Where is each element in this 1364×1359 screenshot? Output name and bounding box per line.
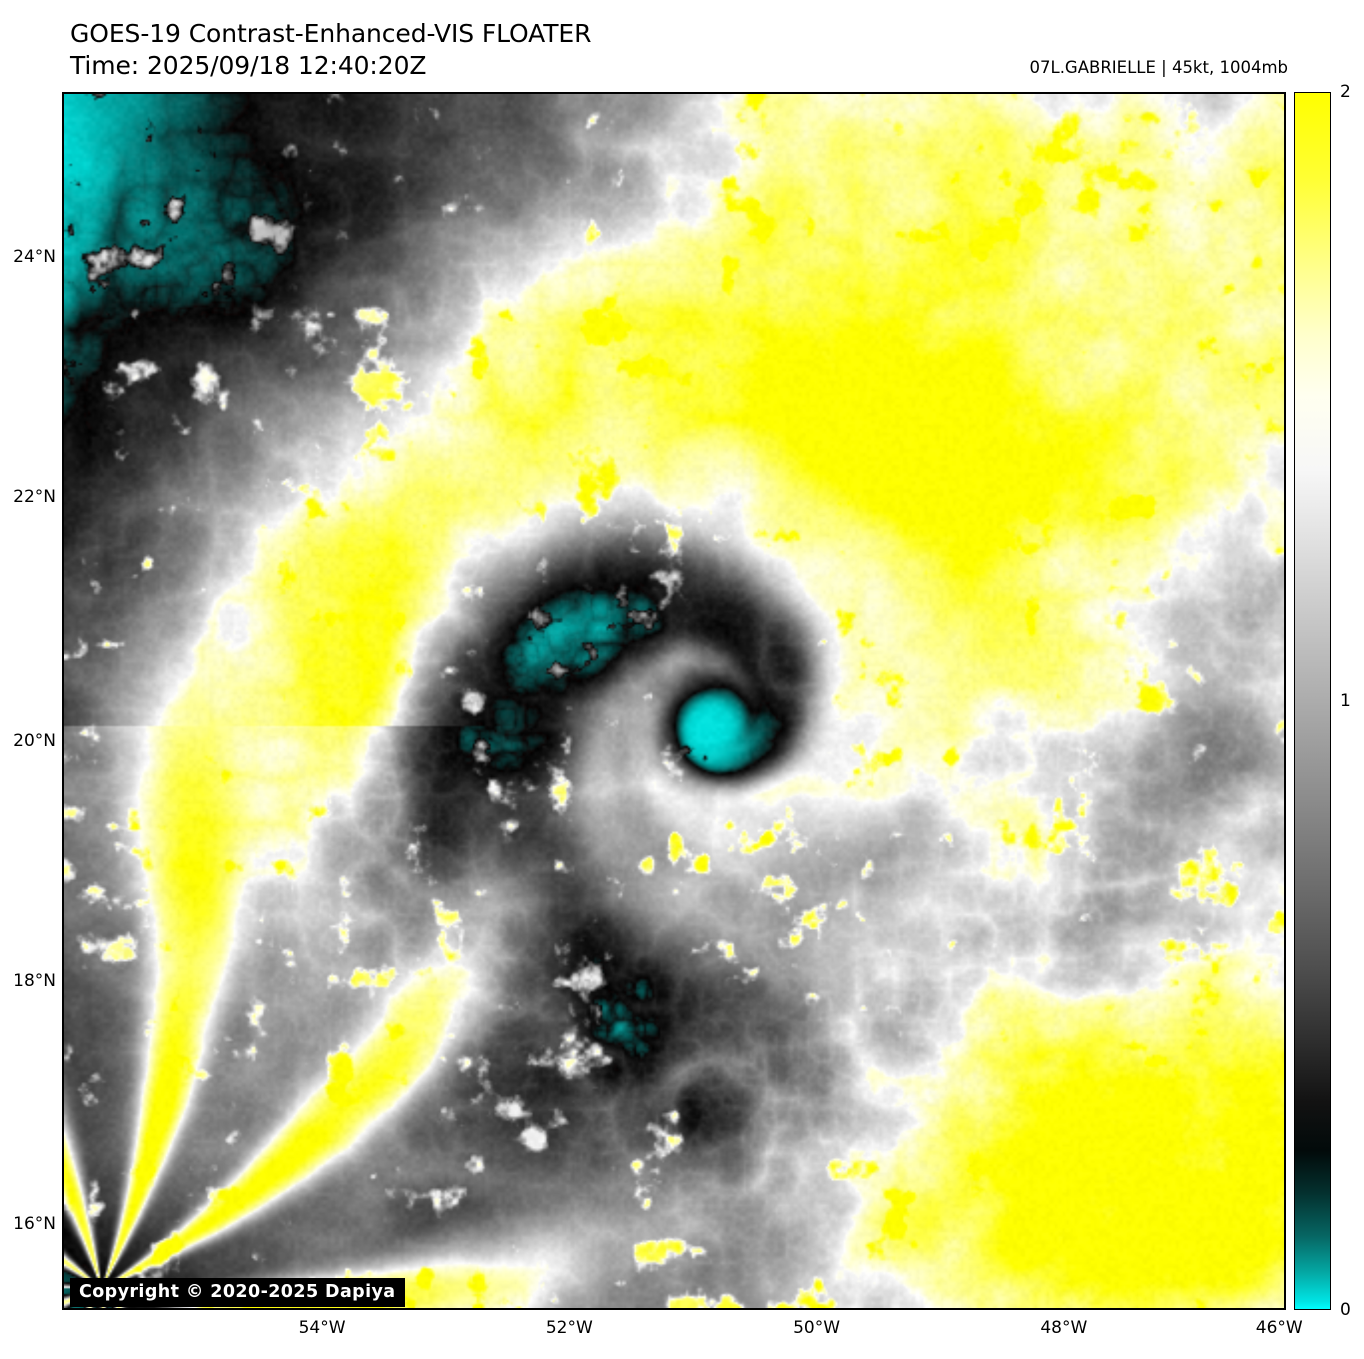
satellite-imagery-canvas bbox=[64, 94, 1284, 1308]
colorbar-tick-label: 2 bbox=[1340, 82, 1351, 102]
lon-tick-label: 50°W bbox=[793, 1318, 841, 1338]
lon-tick-label: 46°W bbox=[1255, 1318, 1303, 1338]
copyright-watermark: Copyright © 2020-2025 Dapiya bbox=[70, 1278, 405, 1307]
lat-tick-label: 20°N bbox=[13, 731, 56, 752]
lat-tick-label: 16°N bbox=[13, 1213, 56, 1234]
colorbar-tick-label: 1 bbox=[1340, 691, 1351, 711]
lon-tick-label: 54°W bbox=[298, 1318, 346, 1338]
timestamp-label: Time: 2025/09/18 12:40:20Z bbox=[70, 51, 427, 80]
colorbar-gradient bbox=[1295, 93, 1330, 1309]
storm-info-label: 07L.GABRIELLE | 45kt, 1004mb bbox=[1029, 58, 1289, 77]
colorbar[interactable] bbox=[1294, 92, 1331, 1310]
lat-tick-label: 22°N bbox=[13, 486, 56, 507]
page-title: GOES-19 Contrast-Enhanced-VIS FLOATER bbox=[70, 19, 592, 48]
colorbar-tick-label: 0 bbox=[1340, 1300, 1351, 1320]
satellite-image-plot[interactable] bbox=[62, 92, 1286, 1310]
lat-tick-label: 18°N bbox=[13, 971, 56, 992]
lat-tick-label: 24°N bbox=[13, 247, 56, 268]
lon-tick-label: 52°W bbox=[545, 1318, 593, 1338]
lon-tick-label: 48°W bbox=[1040, 1318, 1088, 1338]
header-title-block: GOES-19 Contrast-Enhanced-VIS FLOATER Ti… bbox=[70, 18, 591, 82]
